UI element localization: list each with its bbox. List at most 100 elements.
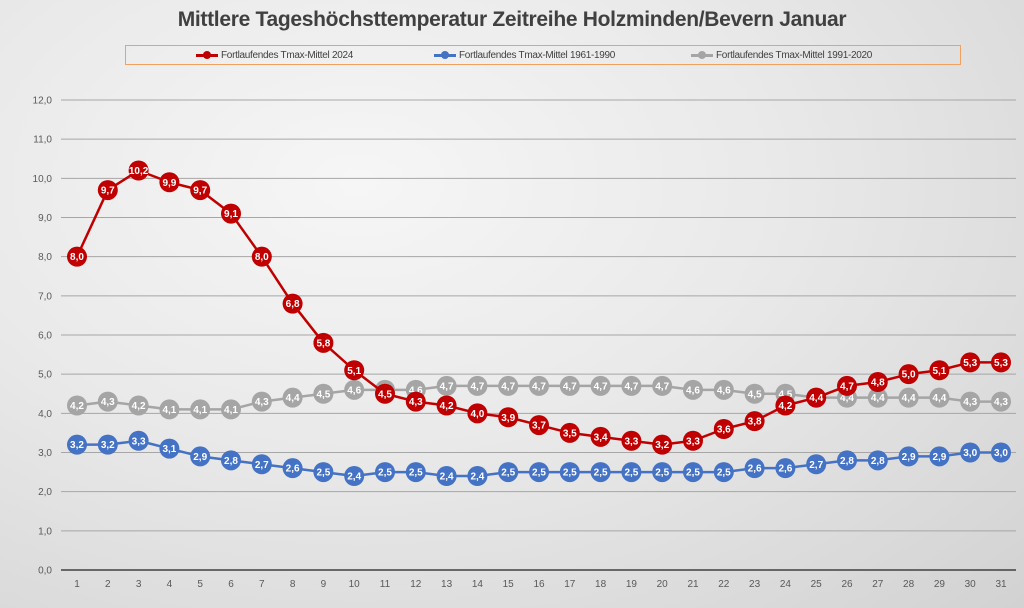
x-tick-label: 20 xyxy=(657,579,669,590)
data-point xyxy=(590,375,611,396)
data-point xyxy=(436,466,457,486)
data-label: 2,5 xyxy=(655,468,669,479)
data-label: 4,4 xyxy=(809,393,823,404)
data-label: 4,4 xyxy=(932,393,946,404)
data-label: 4,7 xyxy=(532,381,546,392)
data-point xyxy=(159,399,180,420)
legend-label: Fortlaufendes Tmax-Mittel 1991-2020 xyxy=(716,49,873,61)
data-label: 4,2 xyxy=(132,401,146,412)
data-point xyxy=(713,379,734,400)
data-point xyxy=(344,466,365,486)
data-point xyxy=(282,387,303,408)
data-point xyxy=(190,399,211,420)
data-point xyxy=(529,375,549,396)
data-label: 5,1 xyxy=(932,366,946,377)
data-point xyxy=(221,450,241,471)
y-tick-label: 9,0 xyxy=(38,213,52,224)
data-label: 5,0 xyxy=(902,370,916,381)
data-label: 2,9 xyxy=(932,452,946,463)
data-point xyxy=(960,442,981,463)
data-label: 2,8 xyxy=(840,456,854,467)
data-point xyxy=(652,375,673,396)
data-point xyxy=(251,391,272,412)
data-point xyxy=(683,462,703,483)
y-tick-label: 4,0 xyxy=(38,409,52,420)
data-point xyxy=(621,462,642,483)
data-label: 2,8 xyxy=(224,456,238,467)
x-tick-label: 13 xyxy=(441,579,453,590)
data-point xyxy=(221,399,241,420)
data-point xyxy=(467,375,488,396)
data-label: 4,7 xyxy=(563,381,577,392)
data-point xyxy=(559,375,580,396)
data-label: 8,0 xyxy=(255,252,269,263)
data-point xyxy=(97,434,118,455)
data-point xyxy=(713,462,734,483)
data-label: 4,6 xyxy=(347,385,361,396)
data-label: 2,5 xyxy=(594,468,608,479)
legend-item: Fortlaufendes Tmax-Mittel 2024 xyxy=(196,50,353,61)
data-point xyxy=(960,391,981,412)
data-label: 2,9 xyxy=(902,452,916,463)
data-label: 3,6 xyxy=(717,425,731,436)
data-point xyxy=(806,387,827,408)
data-point xyxy=(282,293,303,314)
data-label: 3,2 xyxy=(70,440,84,451)
data-label: 3,3 xyxy=(686,436,700,447)
series-2: 8,0 9,7 10,2 9,9 9,7 9,1 8,0 6,8 5,8 5,1 4,5 4,3 4,2… xyxy=(67,160,1011,455)
data-point xyxy=(744,383,765,404)
data-label: 2,7 xyxy=(255,460,269,471)
x-tick-label: 8 xyxy=(290,579,296,590)
data-label: 3,7 xyxy=(532,421,546,432)
data-label: 2,7 xyxy=(809,460,823,471)
data-label: 3,3 xyxy=(132,436,146,447)
data-label: 4,3 xyxy=(101,397,115,408)
data-label: 4,3 xyxy=(994,397,1008,408)
data-point xyxy=(405,462,426,483)
data-point xyxy=(867,372,888,392)
data-point xyxy=(344,360,365,381)
data-label: 4,7 xyxy=(470,381,484,392)
data-point xyxy=(128,430,149,451)
data-label: 3,4 xyxy=(594,432,608,443)
data-point xyxy=(190,446,211,467)
y-tick-label: 10,0 xyxy=(33,174,53,185)
data-label: 4,6 xyxy=(686,385,700,396)
legend-item: Fortlaufendes Tmax-Mittel 1961-1990 xyxy=(434,50,615,61)
x-tick-label: 2 xyxy=(105,579,111,590)
y-tick-label: 11,0 xyxy=(33,135,52,146)
data-point xyxy=(929,360,950,381)
data-point xyxy=(313,332,334,353)
legend-label: Fortlaufendes Tmax-Mittel 2024 xyxy=(221,49,353,61)
legend-item: Fortlaufendes Tmax-Mittel 1991-2020 xyxy=(691,50,872,61)
data-point xyxy=(898,387,919,408)
data-point xyxy=(251,454,272,475)
x-tick-label: 18 xyxy=(595,579,607,590)
data-point xyxy=(683,430,703,451)
data-point xyxy=(898,446,919,467)
data-label: 9,9 xyxy=(162,178,176,189)
data-point xyxy=(128,395,149,416)
data-point xyxy=(590,426,611,447)
x-tick-label: 3 xyxy=(136,579,142,590)
data-point xyxy=(621,375,642,396)
x-tick-label: 1 xyxy=(74,579,80,590)
data-label: 4,5 xyxy=(316,389,330,400)
data-label: 4,7 xyxy=(655,381,669,392)
data-point xyxy=(529,462,549,483)
x-tick-label: 6 xyxy=(228,579,234,590)
data-point xyxy=(282,458,303,479)
data-point xyxy=(713,419,734,439)
legend-label: Fortlaufendes Tmax-Mittel 1961-1990 xyxy=(459,49,616,61)
data-label: 4,6 xyxy=(409,385,423,396)
data-point xyxy=(375,462,395,483)
data-point xyxy=(744,411,765,432)
data-label: 2,8 xyxy=(871,456,885,467)
series-0: 3,2 3,2 3,3 3,1 2,9 2,8 2,7 2,6 2,5 2,4 2,5 2,5 2,4 2… xyxy=(67,430,1011,486)
data-label: 4,2 xyxy=(70,401,84,412)
y-tick-label: 1,0 xyxy=(38,526,52,537)
data-label: 3,2 xyxy=(101,440,115,451)
x-tick-label: 23 xyxy=(749,579,761,590)
data-point xyxy=(837,375,857,396)
y-tick-label: 3,0 xyxy=(38,448,52,459)
